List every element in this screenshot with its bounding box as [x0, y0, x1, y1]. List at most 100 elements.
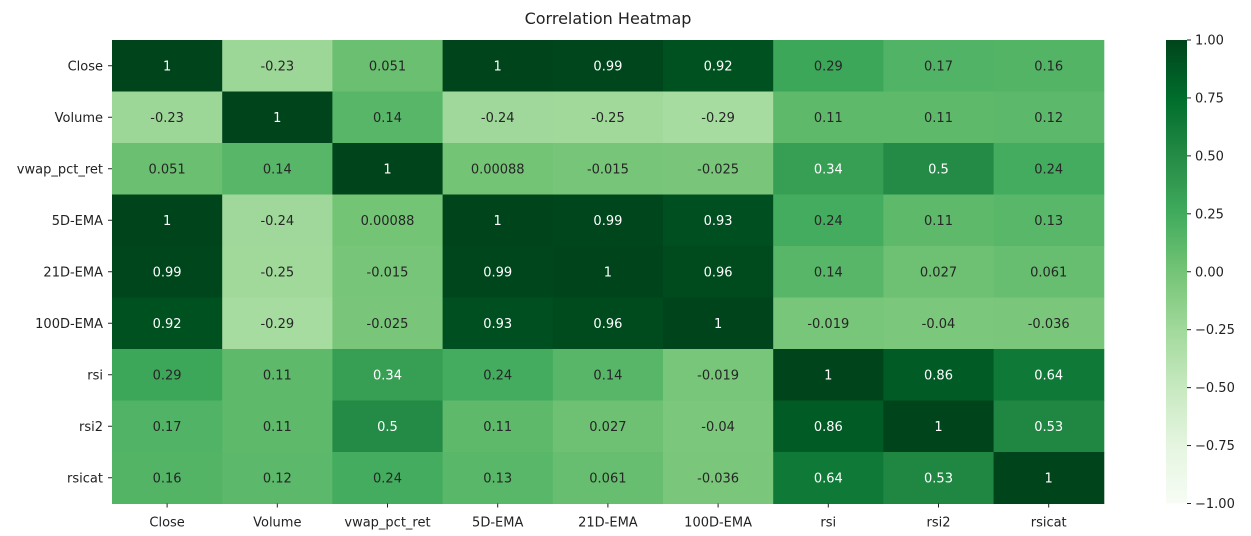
- heatmap-cell-label: 0.027: [920, 265, 957, 280]
- y-tick-label: 21D-EMA: [43, 265, 103, 280]
- heatmap-cell: [993, 452, 1105, 504]
- heatmap-cell: [442, 143, 554, 195]
- heatmap-cell: [552, 91, 664, 144]
- heatmap-cell-label: 0.92: [704, 59, 733, 74]
- y-tick-label: Volume: [55, 111, 103, 126]
- colorbar-ticks: 1.00 0.75 0.50 0.25 0.00 −0.25 −0.50 −0.75 −1.00: [1187, 34, 1235, 512]
- heatmap-cell-label: 0.17: [924, 59, 953, 74]
- heatmap-cell-label: 0.99: [483, 265, 512, 280]
- heatmap-cell: [442, 452, 554, 504]
- heatmap-cell-label: 0.99: [153, 265, 182, 280]
- heatmap-cell-label: 0.24: [1034, 162, 1063, 177]
- heatmap-cell: [222, 194, 333, 247]
- heatmap-cell-label: -0.23: [260, 59, 294, 74]
- heatmap-cell: [442, 297, 554, 350]
- heatmap-cell-label: 0.93: [483, 317, 512, 332]
- heatmap-cell: [993, 400, 1105, 453]
- heatmap-cell: [112, 143, 223, 195]
- heatmap-cell: [112, 452, 223, 504]
- heatmap-cell-label: -0.24: [481, 111, 515, 126]
- heatmap-cell: [663, 143, 774, 195]
- heatmap-cell: [442, 194, 554, 247]
- heatmap-cell-label: 0.061: [1030, 265, 1067, 280]
- heatmap-cell-label: 0.64: [814, 471, 843, 486]
- x-tick-label: rsi: [820, 516, 836, 531]
- heatmap-cell: [222, 452, 333, 504]
- heatmap-cell-label: 1: [163, 59, 171, 74]
- colorbar-tick-label: 1.00: [1195, 34, 1224, 49]
- heatmap-cell-label: -0.036: [1028, 317, 1070, 332]
- colorbar-tick-label: −0.75: [1195, 439, 1235, 454]
- heatmap-cell: [112, 246, 223, 298]
- heatmap-cell: [552, 40, 664, 92]
- heatmap-cell-label: 0.96: [704, 265, 733, 280]
- heatmap-cell: [773, 91, 884, 144]
- x-tick-label: Close: [149, 516, 184, 531]
- heatmap-cell-label: -0.04: [922, 317, 956, 332]
- heatmap-cell-label: 0.14: [593, 368, 622, 383]
- heatmap-cell-label: 0.051: [369, 59, 406, 74]
- heatmap-cell: [222, 246, 333, 298]
- heatmap-cell: [883, 452, 995, 504]
- heatmap-cell-label: 0.11: [814, 111, 843, 126]
- heatmap-cell: [663, 297, 774, 350]
- y-tick-label: 100D-EMA: [35, 317, 103, 332]
- heatmap-cell: [332, 452, 444, 504]
- heatmap-cell-label: 0.11: [924, 214, 953, 229]
- colorbar-tick-label: 0.25: [1195, 207, 1224, 222]
- y-tick-label: 5D-EMA: [52, 214, 103, 229]
- heatmap-cell: [442, 349, 554, 401]
- heatmap-cell-label: 0.92: [153, 317, 182, 332]
- heatmap-cell-label: 0.24: [483, 368, 512, 383]
- x-axis-ticks: Close Volume vwap_pct_ret 5D-EMA 21D-EMA 100D…: [149, 503, 1067, 531]
- heatmap-cell: [773, 143, 884, 195]
- heatmap-cell: [773, 400, 884, 453]
- heatmap-cell-label: 0.5: [928, 162, 949, 177]
- heatmap-cell-label: 0.96: [593, 317, 622, 332]
- heatmap-cell-label: 0.14: [373, 111, 402, 126]
- heatmap-cell-label: 0.11: [924, 111, 953, 126]
- heatmap-cell-label: 0.53: [1034, 420, 1063, 435]
- heatmap-cell-label: 1: [604, 265, 612, 280]
- heatmap-cell: [442, 400, 554, 453]
- heatmap-cell-label: 1: [494, 59, 502, 74]
- heatmap-cell-label: 0.14: [263, 162, 292, 177]
- heatmap-cell-label: 0.13: [483, 471, 512, 486]
- heatmap-cell-label: -0.025: [367, 317, 409, 332]
- heatmap-cell-label: 0.24: [814, 214, 843, 229]
- heatmap-cell: [442, 246, 554, 298]
- heatmap-cell: [993, 246, 1105, 298]
- y-tick-label: rsi2: [79, 420, 103, 435]
- heatmap-cell: [332, 91, 444, 144]
- heatmap-cell: [773, 452, 884, 504]
- heatmap-cell: [442, 40, 554, 92]
- heatmap-cell: [883, 246, 995, 298]
- x-tick-label: rsicat: [1031, 516, 1067, 531]
- heatmap-cell: [773, 40, 884, 92]
- heatmap-cell: [883, 40, 995, 92]
- chart-title: Correlation Heatmap: [525, 9, 692, 28]
- heatmap-cell-label: 0.12: [1034, 111, 1063, 126]
- heatmap-cell-label: 0.14: [814, 265, 843, 280]
- heatmap-cell-label: 0.00088: [361, 214, 415, 229]
- heatmap-cell-label: -0.24: [260, 214, 294, 229]
- heatmap-cell-label: 0.64: [1034, 368, 1063, 383]
- y-tick-label: rsicat: [67, 471, 103, 486]
- heatmap-cell: [993, 297, 1105, 350]
- heatmap-cell: [552, 143, 664, 195]
- heatmap-cell: [552, 194, 664, 247]
- heatmap-cell: [332, 40, 444, 92]
- colorbar-tick-label: −0.50: [1195, 381, 1235, 396]
- y-tick-label: vwap_pct_ret: [17, 162, 103, 177]
- heatmap-cell: [883, 297, 995, 350]
- heatmap-cell-label: 1: [714, 317, 722, 332]
- colorbar-tick-label: 0.50: [1195, 149, 1224, 164]
- colorbar-tick-label: −1.00: [1195, 497, 1235, 512]
- heatmap-cell: [663, 452, 774, 504]
- heatmap-cell: [773, 297, 884, 350]
- heatmap-cell-label: 0.051: [148, 162, 185, 177]
- heatmap-cell: [222, 349, 333, 401]
- heatmap-cell: [332, 143, 444, 195]
- heatmap-cell-label: 0.24: [373, 471, 402, 486]
- heatmap-cell: [332, 194, 444, 247]
